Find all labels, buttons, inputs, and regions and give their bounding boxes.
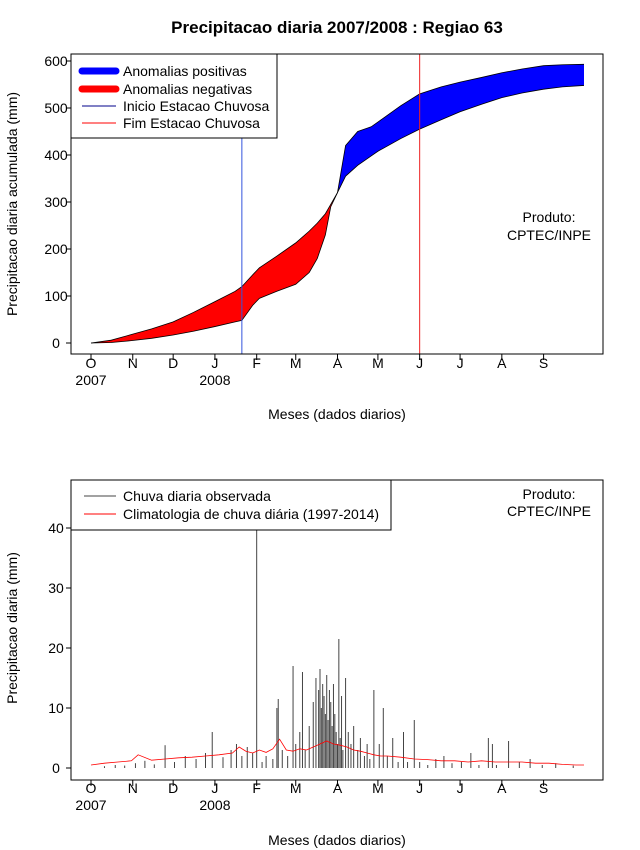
legend-label-positive: Anomalias positivas xyxy=(123,63,247,79)
y-tick-label: 600 xyxy=(44,53,68,69)
year-label: 2007 xyxy=(75,372,106,388)
legend-label-observed: Chuva diaria observada xyxy=(123,488,271,504)
positive-anomaly-area xyxy=(337,64,584,193)
x-tick-label: J xyxy=(211,355,218,371)
y-tick-label: 20 xyxy=(48,640,64,656)
x-tick-label: M xyxy=(290,780,302,796)
y-tick-label: 100 xyxy=(44,288,68,304)
legend: Chuva diaria observada Climatologia de c… xyxy=(70,479,392,531)
legend: Anomalias positivas Anomalias negativas … xyxy=(70,53,278,139)
y-axis-label: Precipitacao diaria (mm) xyxy=(4,552,20,704)
x-tick-label: M xyxy=(372,780,384,796)
x-tick-label: O xyxy=(86,355,97,371)
y-tick-label: 400 xyxy=(44,147,68,163)
y-tick-label: 0 xyxy=(52,335,60,351)
negative-anomaly-area xyxy=(91,192,338,343)
year-label: 2008 xyxy=(199,797,230,813)
x-tick-label: M xyxy=(372,355,384,371)
observed-accumulated-line xyxy=(90,63,585,344)
product-label-line2: CPTEC/INPE xyxy=(507,503,591,519)
x-axis: O N D J F M A M J J A S 2007 2008 xyxy=(75,354,548,388)
x-tick-label: O xyxy=(86,780,97,796)
y-tick-label: 200 xyxy=(44,241,68,257)
y-tick-label: 0 xyxy=(52,760,60,776)
chart-title: Precipitacao diaria 2007/2008 : Regiao 6… xyxy=(171,18,503,37)
x-tick-label: J xyxy=(416,780,423,796)
x-tick-label: D xyxy=(168,355,178,371)
legend-label-negative: Anomalias negativas xyxy=(123,81,252,97)
x-tick-label: A xyxy=(497,780,507,796)
x-axis: O N D J F M A M J J A S 2007 2008 xyxy=(75,780,548,813)
year-label: 2008 xyxy=(199,372,230,388)
y-tick-label: 10 xyxy=(48,700,64,716)
product-label-line2: CPTEC/INPE xyxy=(507,227,591,243)
product-label-line1: Produto: xyxy=(523,486,576,502)
y-tick-label: 30 xyxy=(48,580,64,596)
year-label: 2007 xyxy=(75,797,106,813)
x-tick-label: S xyxy=(539,355,548,371)
product-label-line1: Produto: xyxy=(523,209,576,225)
x-tick-label: J xyxy=(416,355,423,371)
x-tick-label: S xyxy=(539,780,548,796)
climatology-accumulated-line xyxy=(90,85,585,344)
accumulated-chart: Precipitacao diaria 2007/2008 : Regiao 6… xyxy=(4,18,604,422)
y-axis: 0 10 20 30 40 xyxy=(48,520,71,776)
legend-label-end: Fim Estacao Chuvosa xyxy=(123,115,260,131)
climatology-daily-line xyxy=(90,738,584,766)
y-tick-label: 500 xyxy=(44,100,68,116)
daily-chart: 0 10 20 30 40 O N D J F M A M J J A S 2007 2008 Precipita… xyxy=(4,479,604,848)
observed-bars xyxy=(103,528,574,768)
x-tick-label: N xyxy=(128,355,138,371)
y-tick-label: 300 xyxy=(44,194,68,210)
x-axis-label: Meses (dados diarios) xyxy=(268,406,406,422)
x-tick-label: J xyxy=(211,780,218,796)
x-tick-label: A xyxy=(333,355,343,371)
legend-label-start: Inicio Estacao Chuvosa xyxy=(123,98,270,114)
x-tick-label: A xyxy=(333,780,343,796)
x-axis-label: Meses (dados diarios) xyxy=(268,832,406,848)
x-tick-label: F xyxy=(252,780,261,796)
x-tick-label: D xyxy=(168,780,178,796)
x-tick-label: J xyxy=(457,780,464,796)
x-tick-label: M xyxy=(290,355,302,371)
x-tick-label: A xyxy=(497,355,507,371)
legend-label-climatology: Climatologia de chuva diária (1997-2014) xyxy=(123,506,379,522)
y-tick-label: 40 xyxy=(48,520,64,536)
y-axis-label: Precipitacao diaria acumulada (mm) xyxy=(4,92,20,316)
y-axis: 0 100 200 300 400 500 600 xyxy=(44,53,71,351)
x-tick-label: N xyxy=(128,780,138,796)
x-tick-label: J xyxy=(457,355,464,371)
x-tick-label: F xyxy=(252,355,261,371)
legend-box xyxy=(70,479,392,531)
